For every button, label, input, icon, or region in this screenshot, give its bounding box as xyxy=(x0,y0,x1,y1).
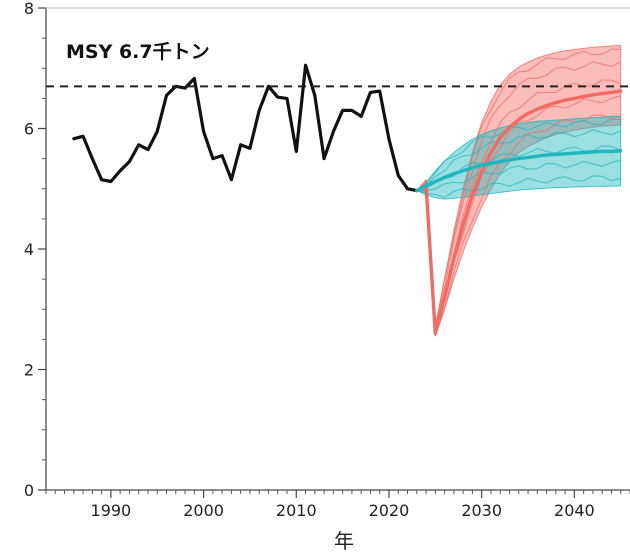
series-1-line xyxy=(415,89,623,336)
x-tick-label: 2030 xyxy=(461,501,502,520)
x-tick-label: 2000 xyxy=(183,501,224,520)
series-2-trajectory xyxy=(416,129,621,192)
y-tick-label: 0 xyxy=(24,481,34,500)
y-tick-label: 8 xyxy=(24,0,34,18)
msy-label: MSY 6.7千トン xyxy=(66,41,210,63)
series-0-line xyxy=(72,63,419,193)
y-tick-label: 4 xyxy=(24,240,34,259)
series-1-band xyxy=(415,44,622,337)
x-tick-label: 2010 xyxy=(276,501,317,520)
y-tick-label: 2 xyxy=(24,361,34,380)
x-axis-title: 年 xyxy=(334,529,354,553)
x-tick-label: 1990 xyxy=(91,501,132,520)
series-2-trajectory xyxy=(416,159,621,192)
x-tick-label: 2040 xyxy=(554,501,595,520)
series-1-trajectory xyxy=(416,48,621,329)
series-1-trajectory xyxy=(416,61,621,330)
x-tick-label: 2020 xyxy=(369,501,410,520)
series-layer xyxy=(72,63,623,336)
trajectory-layer xyxy=(416,48,621,336)
ticks-layer: 1990 2000 2010 2020 2030 2040 0 2 4 6 8 xyxy=(24,0,630,520)
series-2-trajectory xyxy=(416,118,621,192)
series-2-trajectory xyxy=(416,175,621,198)
series-2-line xyxy=(415,149,623,193)
series-1-trajectory xyxy=(416,114,621,336)
y-tick-label: 6 xyxy=(24,120,34,139)
